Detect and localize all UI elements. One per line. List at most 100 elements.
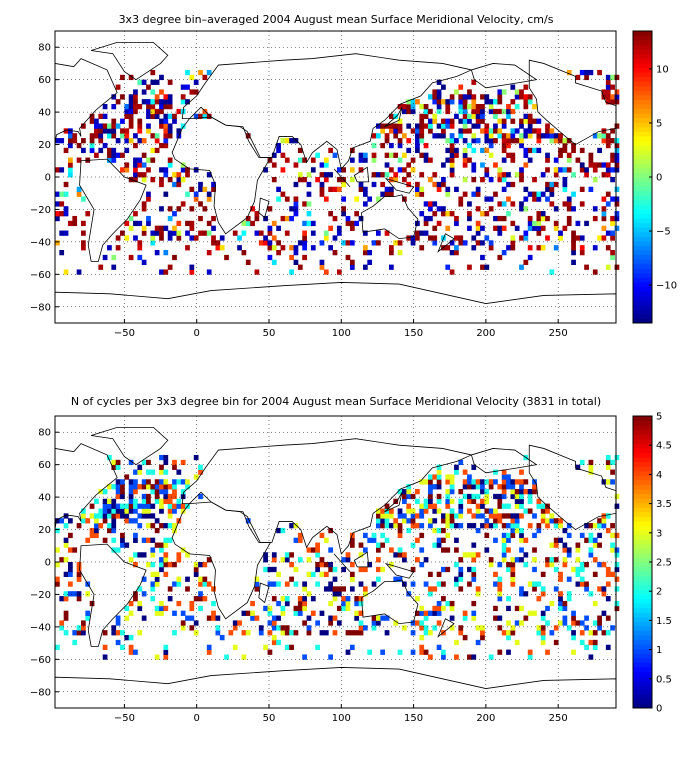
heatmap-cell xyxy=(488,484,494,490)
heatmap-cell xyxy=(506,596,511,602)
heatmap-cell xyxy=(284,230,290,236)
heatmap-cell xyxy=(597,532,602,539)
heatmap-cell xyxy=(159,498,164,504)
heatmap-cell xyxy=(345,600,351,607)
heatmap-cell xyxy=(610,138,615,144)
heatmap-cell xyxy=(436,123,442,129)
heatmap-cell xyxy=(362,186,368,192)
heatmap-cell xyxy=(133,469,138,475)
colorbar-segment xyxy=(633,548,652,554)
heatmap-cell xyxy=(154,79,160,85)
heatmap-cell xyxy=(172,527,177,534)
heatmap-cell xyxy=(319,191,325,197)
heatmap-cell xyxy=(384,513,390,519)
heatmap-cell xyxy=(98,508,104,514)
heatmap-cell xyxy=(423,479,429,485)
colorbar-segment xyxy=(633,698,652,704)
colorbar-segment xyxy=(633,163,652,169)
heatmap-cell xyxy=(63,211,69,217)
heatmap-cell xyxy=(527,191,533,197)
heatmap-cell xyxy=(549,269,555,275)
y-tick-label: −80 xyxy=(30,687,51,698)
heatmap-cell xyxy=(423,557,429,563)
heatmap-cell xyxy=(571,630,576,636)
heatmap-cell xyxy=(375,123,381,129)
heatmap-cell xyxy=(137,630,143,636)
heatmap-cell xyxy=(519,138,524,144)
heatmap-cell xyxy=(81,620,86,626)
heatmap-cell xyxy=(510,152,516,158)
heatmap-cell xyxy=(111,625,117,631)
heatmap-cell xyxy=(536,630,542,636)
heatmap-cell xyxy=(445,138,451,144)
heatmap-cell xyxy=(458,201,464,207)
heatmap-cell xyxy=(527,220,533,227)
heatmap-cell xyxy=(488,152,494,158)
heatmap-cell xyxy=(566,523,572,529)
heatmap-cell xyxy=(449,152,455,158)
heatmap-cell xyxy=(328,600,334,607)
heatmap-cell xyxy=(163,537,169,543)
heatmap-cell xyxy=(597,518,602,524)
heatmap-cell xyxy=(553,537,559,543)
heatmap-cell xyxy=(610,542,615,548)
colorbar-segment xyxy=(633,313,652,319)
heatmap-cell xyxy=(271,639,277,646)
heatmap-cell xyxy=(198,215,203,222)
coastline xyxy=(181,53,473,170)
heatmap-cell xyxy=(536,220,542,227)
heatmap-cell xyxy=(527,225,533,231)
colorbar-segment xyxy=(633,300,652,306)
heatmap-cell xyxy=(571,649,576,655)
heatmap-cell xyxy=(371,537,377,543)
heatmap-cell xyxy=(419,245,425,251)
heatmap-cell xyxy=(59,596,65,602)
heatmap-cell xyxy=(510,513,516,519)
heatmap-cell xyxy=(254,586,260,592)
heatmap-cell xyxy=(488,479,494,485)
heatmap-cell xyxy=(610,625,615,631)
heatmap-cell xyxy=(63,147,69,154)
heatmap-cell xyxy=(445,474,451,480)
heatmap-cell xyxy=(436,474,442,480)
heatmap-cell xyxy=(553,157,559,163)
heatmap-cell xyxy=(293,581,299,587)
colorbar-segment xyxy=(633,607,652,613)
heatmap-cell xyxy=(454,220,459,227)
heatmap-cell xyxy=(432,527,438,534)
heatmap-cell xyxy=(185,484,190,490)
heatmap-cell xyxy=(323,235,329,241)
heatmap-cell xyxy=(454,464,459,470)
heatmap-cell xyxy=(501,138,507,144)
heatmap-cell xyxy=(441,605,446,612)
heatmap-cell xyxy=(558,596,563,602)
heatmap-cell xyxy=(141,177,147,183)
heatmap-cell xyxy=(284,596,290,602)
heatmap-cell xyxy=(349,177,355,183)
heatmap-cell xyxy=(141,201,147,207)
heatmap-cell xyxy=(532,532,537,539)
heatmap-cell xyxy=(128,518,134,524)
heatmap-cell xyxy=(354,610,360,616)
heatmap-cell xyxy=(137,600,143,607)
heatmap-cell xyxy=(579,162,585,168)
heatmap-cell xyxy=(133,591,138,597)
heatmap-cell xyxy=(428,474,433,480)
heatmap-cell xyxy=(553,138,559,144)
heatmap-cell xyxy=(193,596,199,602)
heatmap-cell xyxy=(532,177,537,183)
heatmap-cell xyxy=(111,152,117,158)
heatmap-cell xyxy=(124,133,130,139)
heatmap-cell xyxy=(614,89,620,95)
heatmap-cell xyxy=(510,479,516,485)
heatmap-cell xyxy=(493,469,498,475)
heatmap-cell xyxy=(436,537,442,543)
heatmap-cell xyxy=(506,108,511,115)
heatmap-cell xyxy=(159,547,164,553)
heatmap-cell xyxy=(172,523,177,529)
heatmap-cell xyxy=(293,537,299,543)
heatmap-cell xyxy=(445,547,451,553)
heatmap-cell xyxy=(276,142,281,149)
heatmap-cell xyxy=(588,591,594,597)
heatmap-cell xyxy=(441,527,446,534)
